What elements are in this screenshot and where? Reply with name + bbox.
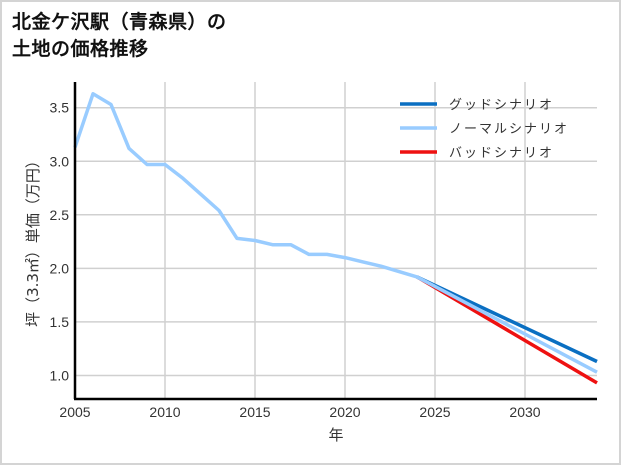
x-tick-label: 2030 [509, 404, 540, 420]
legend-label: バッドシナリオ [449, 146, 554, 161]
legend-label: ノーマルシナリオ [449, 122, 569, 137]
x-tick-label: 2010 [149, 404, 180, 420]
y-tick-label: 1.5 [50, 314, 70, 330]
x-axis-label: 年 [328, 426, 343, 444]
series-line-1 [73, 92, 598, 374]
legend-label: グッドシナリオ [449, 98, 554, 113]
y-tick-label: 2.0 [50, 260, 70, 276]
gridlines [75, 82, 597, 399]
axes [73, 82, 597, 401]
x-tick-labels: 2005 2010 2015 2020 2025 2030 [59, 404, 540, 420]
x-tick-label: 2025 [419, 404, 450, 420]
series-lines [73, 92, 598, 385]
x-tick-label: 2015 [239, 404, 270, 420]
chart-title: 北金ケ沢駅（青森県）の 土地の価格推移 [12, 9, 227, 63]
y-tick-label: 3.0 [50, 153, 70, 169]
y-tick-label: 1.0 [50, 367, 70, 383]
y-tick-label: 3.5 [50, 100, 70, 116]
y-tick-label: 2.5 [50, 207, 70, 223]
x-tick-label: 2020 [329, 404, 360, 420]
x-tick-label: 2005 [59, 404, 90, 420]
chart-title-line2: 土地の価格推移 [12, 38, 149, 60]
y-tick-labels: 1.0 1.5 2.0 2.5 3.0 3.5 [50, 100, 70, 384]
y-axis-label: 坪（3.3㎡）単価（万円） [24, 153, 42, 327]
chart-title-line1: 北金ケ沢駅（青森県）の [12, 11, 227, 33]
